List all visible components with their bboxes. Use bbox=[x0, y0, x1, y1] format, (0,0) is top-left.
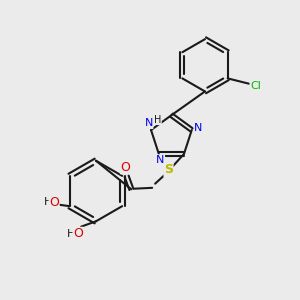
Text: H: H bbox=[154, 115, 161, 124]
Text: N: N bbox=[156, 155, 164, 165]
Text: O: O bbox=[73, 227, 83, 240]
Text: S: S bbox=[164, 164, 173, 176]
Text: O: O bbox=[49, 196, 59, 208]
Text: Cl: Cl bbox=[250, 81, 261, 91]
Text: N: N bbox=[194, 123, 202, 133]
Text: O: O bbox=[121, 161, 130, 174]
Text: H: H bbox=[67, 229, 76, 239]
Text: H: H bbox=[44, 197, 52, 207]
Text: N: N bbox=[145, 118, 153, 128]
